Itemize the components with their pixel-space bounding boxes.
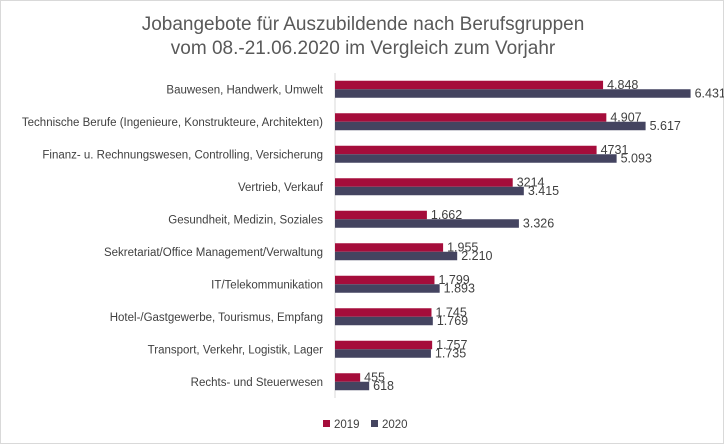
value-label-2019: 4.907 [610, 110, 641, 124]
category-label: Rechts- und Steuerwesen [191, 377, 323, 389]
value-label-2019: 4.848 [607, 78, 638, 92]
value-label-2020: 3.326 [523, 216, 554, 230]
value-label-2020: 5.617 [650, 119, 681, 133]
value-label-2020: 2.210 [461, 249, 492, 263]
bar-2020 [335, 154, 617, 163]
bar-2020 [335, 316, 433, 326]
bar-2020 [335, 219, 519, 228]
category-label: Vertrieb, Verkauf [238, 182, 324, 194]
value-label-2020: 1.735 [435, 346, 466, 360]
bar-2019 [335, 178, 513, 187]
chart-title-line-2: vom 08.-21.06.2020 im Vergleich zum Vorj… [171, 38, 556, 59]
bar-2020 [335, 186, 524, 196]
bar-2019 [335, 80, 604, 90]
category-label: Bauwesen, Handwerk, Umwelt [166, 84, 323, 96]
chart-title-line-1: Jobangebote für Auszubildende nach Beruf… [142, 14, 585, 35]
category-label: IT/Telekommunikation [211, 279, 323, 291]
value-label-2019: 1.955 [447, 240, 478, 254]
category-label: Finanz- u. Rechnungswesen, Controlling, … [42, 149, 323, 161]
value-label-2020: 618 [373, 379, 394, 393]
value-label-2019: 4731 [601, 143, 629, 157]
category-label: Technische Berufe (Ingenieure, Konstrukt… [22, 117, 323, 129]
value-label-2020: 6.431 [695, 86, 724, 100]
bar-2019 [335, 145, 597, 155]
value-label-2020: 1.893 [444, 281, 475, 295]
value-label-2019: 3214 [517, 175, 545, 189]
value-label-2019: 1.745 [435, 305, 466, 319]
bar-2020 [335, 121, 646, 131]
bar-2020 [335, 251, 458, 261]
bar-2020 [335, 284, 440, 293]
category-label: Hotel-/Gastgewerbe, Tourismus, Empfang [110, 312, 323, 324]
bar-2020 [335, 381, 370, 391]
legend-label-2020: 2020 [382, 419, 408, 431]
bar-2019 [335, 243, 444, 252]
value-label-2019: 455 [364, 370, 385, 384]
bar-2019 [335, 308, 432, 317]
category-label: Transport, Verkehr, Logistik, Lager [148, 344, 324, 356]
bar-2019 [335, 113, 607, 122]
value-label-2020: 1.769 [437, 314, 468, 328]
value-label-2019: 1.799 [438, 273, 469, 287]
value-label-2019: 1.757 [436, 338, 467, 352]
legend-swatch-2020 [371, 420, 378, 427]
legend-label-2019: 2019 [334, 419, 360, 431]
value-label-2020: 5.093 [621, 151, 652, 165]
bars-layer: Bauwesen, Handwerk, Umwelt 4.848 6.431 Tech… [22, 73, 724, 398]
bar-2020 [335, 349, 431, 358]
value-label-2020: 3.415 [528, 184, 559, 198]
category-label: Sekretariat/Office Management/Verwaltung [104, 247, 323, 259]
legend: 2019 2020 [323, 419, 408, 431]
bar-2019 [335, 275, 435, 285]
value-label-2019: 1.662 [431, 208, 462, 222]
bar-2019 [335, 340, 433, 350]
legend-swatch-2019 [323, 420, 330, 427]
bar-2019 [335, 210, 427, 220]
category-label: Gesundheit, Medizin, Soziales [168, 214, 323, 226]
bar-2020 [335, 89, 691, 98]
bar-2019 [335, 373, 361, 382]
